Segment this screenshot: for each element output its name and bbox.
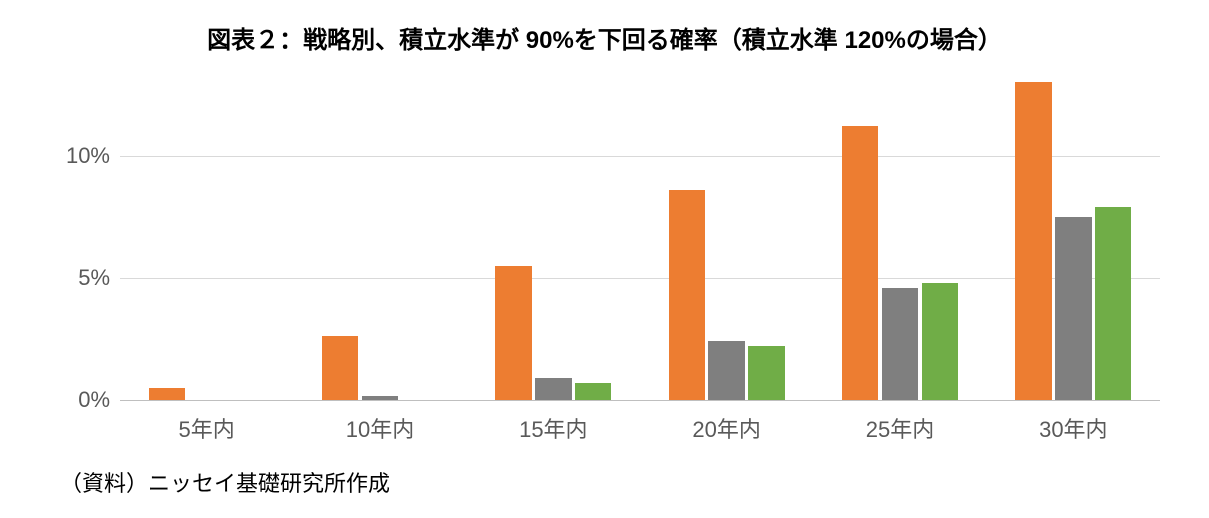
bar <box>495 266 531 400</box>
chart-title: 図表２：戦略別、積立水準が 90%を下回る確率（積立水準 120%の場合） <box>0 20 1209 55</box>
bar <box>748 346 784 400</box>
y-axis-tick-label: 10% <box>66 143 120 169</box>
x-axis-tick-label: 15年内 <box>519 400 587 444</box>
bar <box>149 388 185 400</box>
x-axis-tick-label: 5年内 <box>179 400 235 444</box>
bar <box>575 383 611 400</box>
bar <box>1055 217 1091 400</box>
bar <box>1095 207 1131 400</box>
x-axis-tick-label: 25年内 <box>866 400 934 444</box>
bar <box>1015 82 1051 400</box>
source-note: （資料）ニッセイ基礎研究所作成 <box>60 466 390 498</box>
x-axis-tick-label: 20年内 <box>692 400 760 444</box>
y-axis-tick-label: 0% <box>78 387 120 413</box>
bar <box>322 336 358 400</box>
bar <box>669 190 705 400</box>
gridline <box>120 278 1160 279</box>
bar <box>708 341 744 400</box>
figure-container: 図表２：戦略別、積立水準が 90%を下回る確率（積立水準 120%の場合） 戦略… <box>0 0 1209 518</box>
bar <box>535 378 571 400</box>
y-axis-tick-label: 5% <box>78 265 120 291</box>
x-axis-tick-label: 30年内 <box>1039 400 1107 444</box>
bar <box>922 283 958 400</box>
gridline <box>120 400 1160 401</box>
bar <box>882 288 918 400</box>
bar <box>842 126 878 400</box>
plot-area: 0%5%10%5年内10年内15年内20年内25年内30年内 <box>120 70 1160 400</box>
gridline <box>120 156 1160 157</box>
x-axis-tick-label: 10年内 <box>346 400 414 444</box>
